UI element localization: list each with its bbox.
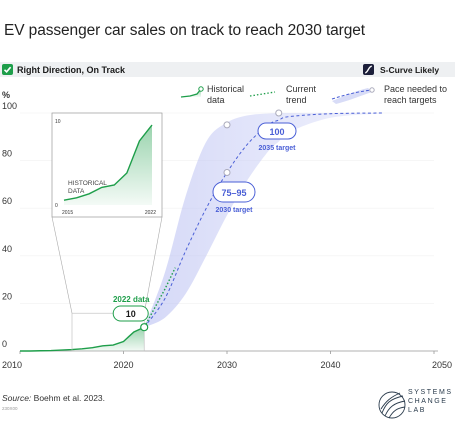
legend-pace-band-swatch — [332, 88, 372, 104]
annotation-2022-value: 10 — [126, 309, 136, 319]
inset-x-tick: 2015 — [62, 210, 73, 216]
annotation-2035-pill — [257, 122, 297, 140]
annotation-2035-value: 100 — [269, 127, 284, 137]
inset-area — [64, 125, 152, 205]
current-trend-line — [143, 267, 176, 328]
annotation-2030-value: 75–95 — [221, 188, 246, 198]
logo-line: SYSTEMS — [408, 389, 453, 396]
source-note: Source: Boehm et al. 2023. — [2, 393, 105, 403]
legend-pace-line-swatch — [331, 89, 373, 100]
status-scurve-label: S-Curve Likely — [380, 64, 440, 75]
legend-pace-label: reach targets — [384, 95, 437, 105]
target-range-band — [144, 112, 383, 328]
systems-change-lab-logo-icon — [378, 391, 406, 419]
pace-needed-line — [143, 112, 383, 328]
x-tick-label: 2030 — [217, 360, 237, 370]
legend-historical-marker — [198, 86, 204, 92]
logo-line: LAB — [408, 407, 427, 414]
x-tick-label: 2050 — [432, 360, 452, 370]
logo-text: SYSTEMS CHANGE LAB — [408, 388, 455, 415]
y-tick-label: 0 — [2, 339, 7, 349]
source-text: Boehm et al. 2023. — [31, 393, 106, 403]
status-scurve: S-Curve Likely — [363, 62, 451, 77]
annotation-2030-pill — [212, 181, 256, 203]
y-tick-label: 60 — [2, 196, 12, 206]
y-tick-label: 80 — [2, 149, 12, 159]
marker-2030 — [223, 169, 231, 176]
inset-connector — [143, 216, 163, 314]
legend-historical-line — [180, 88, 202, 98]
legend-historical-swatch — [181, 89, 201, 97]
annotation-2022-label: 2022 data — [113, 295, 150, 304]
historical-area — [20, 327, 145, 351]
source-prefix: Source: — [2, 393, 32, 403]
x-tick-label: 2010 — [2, 360, 22, 370]
annotation-2035-label: 2035 target — [259, 145, 297, 152]
marker-2035 — [275, 109, 283, 117]
check-icon — [2, 64, 13, 75]
inset-line — [63, 124, 153, 201]
legend-pace-marker — [369, 87, 375, 93]
marker-2022 — [140, 323, 149, 332]
y-tick-label: 20 — [2, 291, 12, 301]
legend-pace-label: Pace needed to — [384, 84, 447, 94]
chart-code: 230X00 — [2, 406, 18, 411]
status-bar: Right Direction, On Track S-Curve Likely — [0, 62, 455, 77]
inset-label: HISTORICAL — [68, 180, 107, 187]
inset-connector — [51, 216, 73, 314]
x-tick-label: 2040 — [320, 360, 340, 370]
inset-label: DATA — [68, 188, 85, 195]
inset-y-tick: 0 — [55, 203, 58, 209]
marker-2030-upper — [223, 121, 231, 129]
legend-historical-label: Historical — [207, 84, 244, 94]
inset-y-tick: 10 — [55, 119, 61, 125]
s-curve-icon — [363, 64, 374, 75]
logo-line: CHANGE — [408, 398, 448, 405]
status-on-track: Right Direction, On Track — [2, 62, 125, 77]
y-axis-unit: % — [2, 90, 10, 100]
legend-historical-label: data — [207, 95, 225, 105]
legend-trend-label: Current — [286, 84, 317, 94]
legend-trend-swatch — [249, 91, 276, 97]
y-tick-label: 40 — [2, 244, 12, 254]
inset-x-tick: 2022 — [145, 210, 156, 216]
annotation-2030-label: 2030 target — [216, 207, 254, 214]
annotation-2022-pill — [112, 305, 149, 322]
status-on-track-label: Right Direction, On Track — [17, 64, 126, 75]
x-tick-label: 2020 — [113, 360, 133, 370]
legend-trend-label: trend — [286, 95, 307, 105]
y-tick-label: 100 — [2, 101, 17, 111]
inset-zoom-region — [71, 312, 145, 352]
chart-title: EV passenger car sales on track to reach… — [4, 22, 365, 39]
